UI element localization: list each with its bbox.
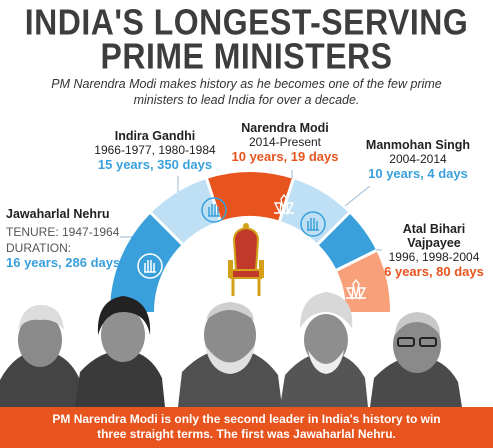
leader-duration: 10 years, 4 days [368, 166, 468, 181]
leader-modi: Narendra Modi 2014-Present 10 years, 19 … [210, 121, 360, 164]
leader-years: 1966-1977, 1980-1984 [94, 143, 216, 157]
leader-name-line1: Atal Bihari [402, 222, 466, 236]
hand-symbol-icon [201, 197, 227, 223]
leader-duration: 15 years, 350 days [97, 157, 213, 172]
arc-segment-nehru [110, 213, 183, 312]
lotus-symbol-icon [345, 278, 367, 301]
banner-line2: three straight terms. The first was Jawa… [97, 427, 396, 441]
portrait-vajpayee [370, 312, 462, 407]
lotus-symbol-icon [273, 193, 295, 216]
footer-banner: PM Narendra Modi is only the second lead… [0, 407, 493, 448]
arc-segment-blue-right [317, 213, 377, 271]
leader-nehru: Jawaharlal Nehru TENURE: 1947-1964 DURAT… [6, 207, 131, 270]
page-title-line1: INDIA'S LONGEST-SERVING [24, 1, 469, 43]
subtitle: PM Narendra Modi makes history as he bec… [51, 77, 442, 107]
leader-vajpayee: Atal Bihari Vajpayee 1996, 1998-2004 6 y… [378, 222, 490, 279]
arc-segment-vajpayee [336, 250, 391, 312]
leader-manmohan: Manmohan Singh 2004-2014 10 years, 4 day… [348, 138, 488, 181]
leader-years: 2004-2014 [389, 152, 447, 166]
leader-duration-label: DURATION: [6, 241, 72, 255]
leader-years: 1996, 1998-2004 [388, 250, 480, 264]
portrait-modi [178, 302, 282, 407]
pointer-line [344, 185, 371, 207]
leader-duration: 6 years, 80 days [384, 264, 484, 279]
portrait-manmohan [280, 292, 368, 407]
arc-segment-indira [151, 178, 221, 245]
leader-indira: Indira Gandhi 1966-1977, 1980-1984 15 ye… [80, 129, 230, 172]
arc-segment-modi [206, 172, 294, 221]
leader-name: Manmohan Singh [365, 138, 471, 152]
page-title-line2: PRIME MINISTERS [100, 35, 393, 77]
tenure-arc-graphic [0, 170, 462, 407]
hand-symbol-icon [300, 211, 326, 237]
leader-name: Narendra Modi [241, 121, 329, 135]
leader-name-line2: Vajpayee [407, 236, 461, 250]
leader-tenure: TENURE: 1947-1964 [6, 225, 120, 239]
banner-line1: PM Narendra Modi is only the second lead… [52, 412, 441, 426]
hand-symbol-icon [137, 253, 163, 279]
leader-name: Jawaharlal Nehru [6, 207, 110, 221]
leader-duration: 10 years, 19 days [231, 149, 339, 164]
portrait-indira [75, 296, 165, 407]
leader-duration: 16 years, 286 days [6, 255, 121, 270]
leader-years: 2014-Present [248, 135, 322, 149]
throne-chair-icon [228, 223, 264, 296]
leader-name: Indira Gandhi [114, 129, 196, 143]
portrait-nehru [0, 305, 80, 407]
